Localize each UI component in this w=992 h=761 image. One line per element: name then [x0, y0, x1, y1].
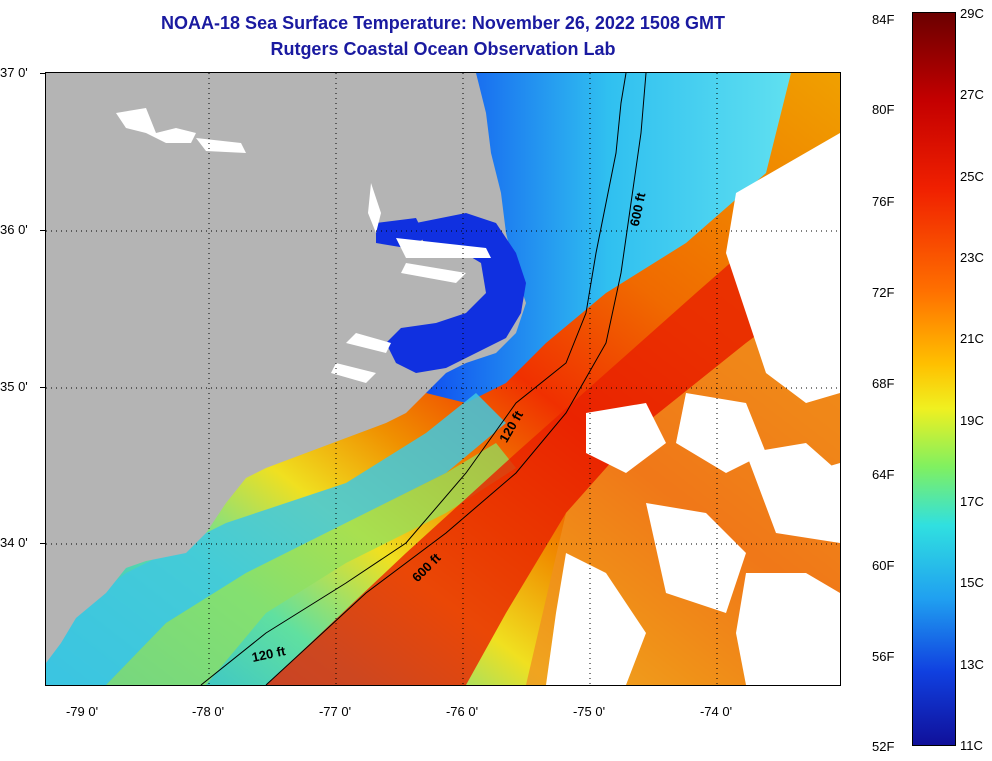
- map-grid: [46, 73, 840, 685]
- lat-label-34: 34 0': [0, 535, 28, 550]
- cloud-mask: [546, 133, 840, 685]
- lat-label-36: 36 0': [0, 222, 28, 237]
- cb-label-21C: 21C: [960, 331, 984, 346]
- cb-label-29C: 29C: [960, 6, 984, 21]
- lat-label-35: 35 0': [0, 379, 28, 394]
- cb-label-17C: 17C: [960, 494, 984, 509]
- map-title: NOAA-18 Sea Surface Temperature: Novembe…: [161, 13, 725, 33]
- cb-label-27C: 27C: [960, 87, 984, 102]
- cb-label-84F: 84F: [872, 12, 895, 27]
- cb-label-72F: 72F: [872, 285, 895, 300]
- contour-label-600-north: 600 ft: [627, 191, 649, 228]
- lat-tick: [40, 230, 45, 231]
- cb-label-15C: 15C: [960, 575, 984, 590]
- cb-label-68F: 68F: [872, 376, 895, 391]
- cb-label-80F: 80F: [872, 102, 895, 117]
- cb-label-60F: 60F: [872, 558, 895, 573]
- contour-120ft: [200, 73, 627, 685]
- cb-label-64F: 64F: [872, 467, 895, 482]
- map-subtitle: Rutgers Coastal Ocean Observation Lab: [270, 39, 616, 59]
- cb-label-11C: 11C: [960, 738, 983, 753]
- coastal-cool-water: [46, 393, 506, 685]
- cb-label-76F: 76F: [872, 194, 895, 209]
- cb-label-19C: 19C: [960, 413, 984, 428]
- temperature-colorbar: [912, 12, 956, 746]
- lat-tick: [40, 543, 45, 544]
- lon-label-75: -75 0': [572, 704, 606, 719]
- cb-label-13C: 13C: [960, 657, 984, 672]
- lon-label-76: -76 0': [445, 704, 479, 719]
- depth-contours: [200, 73, 647, 685]
- contour-label-120-south: 120 ft: [250, 643, 287, 665]
- cb-label-52F: 52F: [872, 739, 895, 754]
- lon-label-74: -74 0': [699, 704, 733, 719]
- pamlico-sound: [386, 213, 526, 373]
- lat-tick: [40, 73, 45, 74]
- lon-label-78: -78 0': [191, 704, 225, 719]
- cb-label-25C: 25C: [960, 169, 984, 184]
- river-masks: [116, 108, 491, 383]
- coastal-green-band: [106, 443, 516, 685]
- lon-label-77: -77 0': [318, 704, 352, 719]
- cb-label-23C: 23C: [960, 250, 984, 265]
- lon-label-79: -79 0': [65, 704, 99, 719]
- lat-tick: [40, 387, 45, 388]
- cb-label-56F: 56F: [872, 649, 895, 664]
- contour-600ft: [265, 73, 647, 685]
- gulf-stream-core: [266, 183, 840, 685]
- lat-label-37: 37 0': [0, 65, 28, 80]
- sst-map[interactable]: 600 ft 120 ft 600 ft 120 ft: [45, 72, 841, 686]
